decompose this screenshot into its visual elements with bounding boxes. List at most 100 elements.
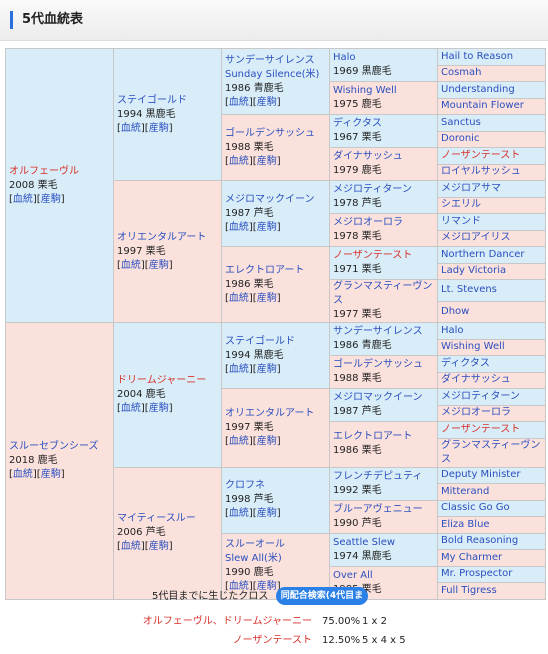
horse-cell: メジロマックイーン 1987 芦毛: [329, 388, 438, 422]
horse-name: Understanding: [441, 83, 515, 95]
horse-info: 1997 栗毛: [117, 245, 166, 257]
horse-name-en: Sunday Silence(米): [225, 68, 320, 80]
search-button[interactable]: 同配合検索(4代目まで): [276, 587, 368, 619]
horse-cell: リマンド: [437, 213, 546, 231]
link[interactable]: 血統: [228, 508, 249, 519]
link[interactable]: 血統: [120, 541, 141, 552]
pedigree-row: Wishing Well: [6, 338, 546, 356]
horse-cell: エレクトロアート 1986 栗毛 [血統][産駒]: [221, 246, 330, 323]
horse-cell: Deputy Minister: [437, 466, 546, 484]
bracket: [: [9, 193, 13, 205]
horse-name: メジロオーロラ: [441, 407, 511, 419]
link[interactable]: 血統: [12, 468, 33, 480]
link[interactable]: 産駒: [40, 193, 61, 205]
link[interactable]: 産駒: [40, 468, 61, 480]
pedigree-row: メジロオーロラ 1978 栗毛 リマンド: [6, 213, 546, 247]
horse-name: メジロティターン: [333, 184, 412, 195]
horse-name: Eliza Blue: [441, 518, 490, 530]
link[interactable]: 産駒: [256, 508, 277, 519]
horse-cell: メジロマックイーン 1987 芦毛 [血統][産駒]: [221, 180, 330, 247]
horse-cell: Dhow: [437, 300, 546, 323]
link[interactable]: 産駒: [256, 435, 277, 447]
horse-cell: Northern Dancer: [437, 246, 546, 264]
horse-name: グランマスティーヴンス: [333, 281, 433, 306]
pedigree-row: スルーセブンシーズ 2018 鹿毛 [血統][産駒] ドリームジャーニー 2004 鹿毛…: [5, 322, 546, 600]
bracket: [: [225, 96, 229, 108]
horse-name: ゴールデンサッシュ: [225, 127, 315, 139]
horse-name: Dhow: [441, 305, 470, 317]
horse-info: 1994 黒鹿毛: [117, 108, 176, 120]
bracket: ][: [140, 122, 149, 134]
horse-name: ノーザンテースト: [333, 250, 413, 261]
horse-name: ステイゴールド: [225, 335, 295, 347]
horse-cell: Eliza Blue: [437, 516, 546, 534]
horse-links: [血統][産駒]: [225, 292, 326, 306]
link[interactable]: 産駒: [256, 363, 277, 375]
horse-info: 1978 栗毛: [333, 231, 382, 242]
header: 5代血統表: [0, 0, 548, 41]
bracket: ]: [168, 402, 173, 414]
horse-links: [血統][産駒]: [225, 580, 326, 594]
link[interactable]: 血統: [120, 402, 141, 414]
pedigree-row: Doronic: [6, 130, 546, 148]
horse-links: [血統][産駒]: [9, 468, 110, 482]
horse-links: [血統][産駒]: [225, 155, 326, 169]
link[interactable]: 産駒: [256, 221, 277, 233]
link[interactable]: 血統: [228, 435, 249, 447]
horse-info: 1988 栗毛: [225, 141, 274, 153]
horse-info: 2006 芦毛: [117, 527, 166, 538]
link[interactable]: 産駒: [256, 581, 277, 592]
bracket: [: [117, 259, 121, 271]
link[interactable]: 血統: [228, 363, 249, 375]
horse-cell: Halo 1969 黒鹿毛: [329, 48, 438, 82]
link[interactable]: 血統: [228, 96, 249, 108]
bracket: ][: [248, 221, 257, 233]
horse-cell: マイティースルー 2006 芦毛 [血統][産駒]: [113, 466, 222, 600]
horse-name: ノーザンテースト: [441, 149, 521, 161]
horse-info: 1974 黒鹿毛: [333, 550, 392, 562]
bracket: ]: [168, 122, 173, 134]
link[interactable]: 血統: [120, 122, 141, 134]
horse-name: Seattle Slew: [333, 536, 396, 548]
pedigree-row: ゴールデンサッシュ 1988 栗毛 [血統][産駒] ディクタス 1967 栗毛 Sanc…: [6, 114, 546, 181]
horse-cell: ダイナサッシュ: [437, 371, 546, 389]
horse-cell: Full Tigress: [437, 582, 546, 600]
pedigree-row: スルーオール Slew All(米) 1990 鹿毛 [血統][産駒] Seattle …: [6, 532, 546, 600]
horse-cell: メジロオーロラ 1978 栗毛: [329, 213, 438, 247]
horse-name: メジロアサマ: [441, 182, 501, 194]
link[interactable]: 血統: [120, 259, 141, 271]
bracket: [: [225, 363, 229, 375]
bracket: ]: [276, 96, 281, 108]
link[interactable]: 血統: [228, 155, 249, 167]
bracket: [: [9, 468, 13, 480]
horse-info: 1998 芦毛: [225, 494, 274, 505]
link[interactable]: 産駒: [256, 155, 277, 167]
horse-name: ロイヤルサッシュ: [441, 166, 521, 178]
link[interactable]: 産駒: [148, 541, 169, 552]
link[interactable]: 血統: [228, 292, 249, 304]
horse-name: スルーオール: [225, 539, 285, 550]
link[interactable]: 血統: [228, 581, 249, 592]
horse-name: Lady Victoria: [441, 265, 507, 277]
horse-cell: グランマスティーヴンス: [437, 437, 546, 468]
horse-cell: Lady Victoria: [437, 262, 546, 280]
link[interactable]: 産駒: [256, 96, 277, 108]
horse-name: ダイナサッシュ: [441, 374, 511, 386]
link[interactable]: 産駒: [148, 259, 169, 271]
horse-name: シエリル: [441, 199, 481, 211]
link[interactable]: 産駒: [148, 122, 169, 134]
horse-cell: Sanctus: [437, 114, 546, 132]
bracket: ]: [276, 292, 281, 304]
link[interactable]: 産駒: [148, 402, 169, 414]
horse-cell: メジロオーロラ: [437, 404, 546, 422]
link[interactable]: 血統: [228, 221, 249, 233]
horse-name: ノーザンテースト: [441, 423, 521, 435]
link[interactable]: 血統: [12, 193, 33, 205]
pedigree-row: マイティースルー 2006 芦毛 [血統][産駒] クロフネ 1998 芦毛 [血統][産…: [6, 466, 546, 600]
link[interactable]: 産駒: [256, 292, 277, 304]
horse-name: クロフネ: [225, 480, 265, 491]
cross-percent: 75.00%: [322, 616, 361, 627]
horse-info: 1990 鹿毛: [225, 567, 274, 578]
horse-cell: スルーセブンシーズ 2018 鹿毛 [血統][産駒]: [5, 322, 114, 600]
horse-cell: Classic Go Go: [437, 499, 546, 517]
